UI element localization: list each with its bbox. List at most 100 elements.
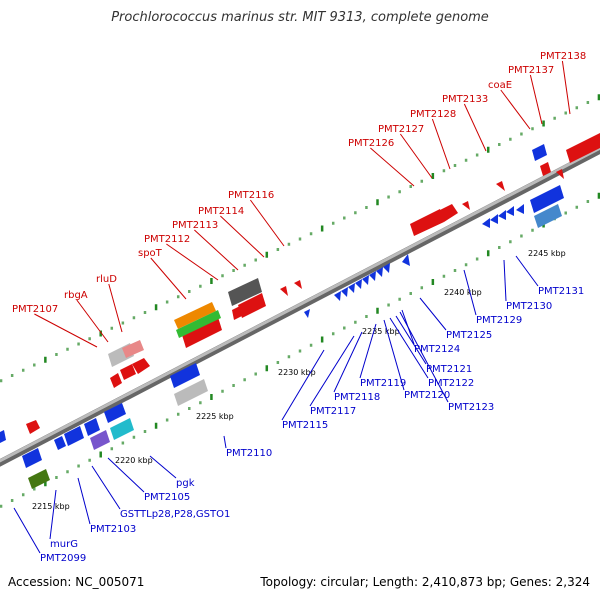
gene-label-top[interactable]: PMT2112 [144, 234, 190, 245]
gene-label-top[interactable]: PMT2133 [442, 94, 488, 105]
gene-feature[interactable] [376, 267, 383, 277]
label-leader-line [281, 349, 325, 421]
gene-label-bottom[interactable]: PMT2117 [310, 406, 356, 417]
gene-label-top[interactable]: PMT2128 [410, 109, 456, 120]
gene-label-top[interactable]: PMT2138 [540, 51, 586, 62]
gene-feature[interactable] [28, 469, 50, 489]
gene-feature[interactable] [174, 302, 216, 329]
gene-feature[interactable] [170, 363, 200, 388]
gene-label-bottom[interactable]: pgk [176, 478, 195, 489]
label-leader-line [359, 323, 377, 379]
gene-feature[interactable] [496, 181, 505, 191]
gene-label-top[interactable]: PMT2113 [172, 220, 218, 231]
gene-feature[interactable] [304, 309, 310, 318]
gene-feature[interactable] [280, 286, 288, 296]
gene-feature[interactable] [516, 204, 524, 214]
gene-label-bottom[interactable]: PMT2125 [446, 330, 492, 341]
gene-feature[interactable] [110, 418, 134, 440]
gene-feature[interactable] [334, 291, 341, 301]
gene-feature[interactable] [410, 209, 444, 236]
gene-feature[interactable] [104, 403, 126, 423]
gene-feature[interactable] [0, 430, 6, 443]
gene-label-bottom[interactable]: murG [50, 539, 78, 550]
gene-feature[interactable] [132, 358, 150, 374]
gene-label-bottom[interactable]: PMT2110 [226, 448, 272, 459]
label-leader-line [529, 74, 543, 125]
gene-feature[interactable] [490, 214, 498, 224]
gene-label-bottom[interactable]: PMT2118 [334, 392, 380, 403]
gene-feature[interactable] [566, 133, 600, 163]
gene-feature[interactable] [22, 448, 42, 468]
gene-feature[interactable] [402, 254, 410, 266]
gene-label-top[interactable]: PMT2116 [228, 190, 274, 201]
gene-label-bottom[interactable]: GSTTLp28,P28,GSTO1 [120, 509, 230, 520]
gene-feature[interactable] [362, 275, 369, 285]
label-leader-line [49, 489, 57, 540]
scale-tick-label: 2220 kbp [115, 456, 153, 465]
gene-label-top[interactable]: PMT2126 [348, 138, 394, 149]
gene-feature[interactable] [498, 210, 506, 220]
gene-feature[interactable] [90, 430, 110, 450]
label-leader-line [76, 299, 109, 343]
gene-feature[interactable] [341, 287, 348, 297]
top-label-leaders [34, 60, 571, 348]
gene-label-top[interactable]: PMT2107 [12, 304, 58, 315]
gene-feature[interactable] [462, 201, 470, 210]
gene-feature[interactable] [238, 293, 266, 318]
gene-label-top[interactable]: rbgA [64, 290, 88, 301]
label-leader-line [395, 315, 427, 365]
gene-feature[interactable] [122, 340, 144, 358]
gene-label-bottom[interactable]: PMT2122 [428, 378, 474, 389]
gene-feature[interactable] [540, 162, 551, 176]
gene-label-bottom[interactable]: PMT2129 [476, 315, 522, 326]
gene-feature[interactable] [530, 185, 564, 213]
gene-feature[interactable] [438, 204, 458, 222]
gene-feature[interactable] [110, 373, 122, 388]
gene-feature[interactable] [176, 310, 221, 338]
gene-label-bottom[interactable]: PMT2103 [90, 524, 136, 535]
gene-feature[interactable] [120, 364, 136, 380]
gene-feature[interactable] [174, 379, 208, 406]
gene-label-bottom[interactable]: PMT2105 [144, 492, 190, 503]
gene-label-bottom[interactable]: PMT2123 [448, 402, 494, 413]
gene-feature[interactable] [556, 169, 564, 179]
gene-label-bottom[interactable]: PMT2121 [426, 364, 472, 375]
gene-label-bottom[interactable]: PMT2120 [404, 390, 450, 401]
gene-feature[interactable] [64, 426, 84, 446]
gene-feature[interactable] [84, 418, 100, 436]
gene-feature[interactable] [182, 317, 222, 348]
label-leader-line [91, 465, 121, 510]
label-leader-line [309, 335, 355, 407]
gene-label-top[interactable]: coaE [488, 80, 512, 91]
label-leader-line [333, 331, 363, 393]
gene-feature[interactable] [26, 420, 40, 434]
gene-feature[interactable] [506, 206, 514, 216]
gene-label-bottom[interactable]: PMT2115 [282, 420, 328, 431]
gene-label-top[interactable]: PMT2114 [198, 206, 244, 217]
gene-feature[interactable] [369, 271, 376, 281]
gene-label-top[interactable]: spoT [138, 248, 163, 259]
gene-label-bottom[interactable]: PMT2099 [40, 553, 86, 564]
gene-feature[interactable] [482, 218, 490, 228]
gene-feature[interactable] [348, 283, 355, 293]
gene-feature[interactable] [532, 144, 547, 161]
gene-feature[interactable] [228, 278, 262, 306]
gene-label-top[interactable]: PMT2137 [508, 65, 554, 76]
gene-label-bottom[interactable]: PMT2130 [506, 301, 552, 312]
gene-feature[interactable] [54, 436, 66, 450]
label-leader-line [389, 317, 429, 379]
label-leader-line [463, 103, 487, 152]
gene-feature[interactable] [294, 280, 302, 289]
gene-feature[interactable] [534, 204, 562, 228]
gene-label-bottom[interactable]: PMT2124 [414, 344, 460, 355]
accession-text: Accession: NC_005071 [8, 575, 145, 589]
gene-label-bottom[interactable]: PMT2131 [538, 286, 584, 297]
gene-label-bottom[interactable]: PMT2119 [360, 378, 406, 389]
scale-tick-label: 2235 kbp [362, 327, 400, 336]
gene-label-top[interactable]: PMT2127 [378, 124, 424, 135]
gene-feature[interactable] [355, 279, 362, 289]
gene-feature[interactable] [383, 263, 390, 273]
label-leader-line [34, 313, 98, 348]
gene-label-top[interactable]: rluD [96, 274, 117, 285]
